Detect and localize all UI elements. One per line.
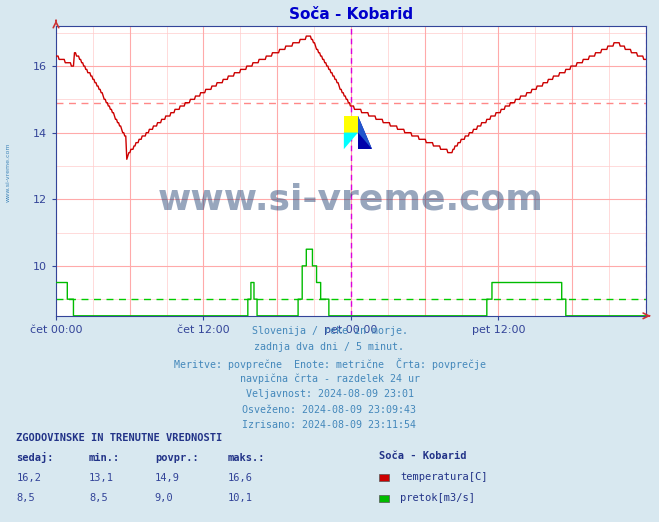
Text: Osveženo: 2024-08-09 23:09:43: Osveženo: 2024-08-09 23:09:43 [243, 405, 416, 414]
Bar [344, 116, 358, 133]
Text: 16,2: 16,2 [16, 473, 42, 483]
Text: Veljavnost: 2024-08-09 23:01: Veljavnost: 2024-08-09 23:01 [246, 389, 413, 399]
Text: Meritve: povprečne  Enote: metrične  Črta: povprečje: Meritve: povprečne Enote: metrične Črta:… [173, 358, 486, 370]
Text: 16,6: 16,6 [227, 473, 252, 483]
Polygon shape [344, 133, 358, 149]
Text: 14,9: 14,9 [155, 473, 180, 483]
Text: Soča - Kobarid: Soča - Kobarid [379, 451, 467, 461]
Text: min.:: min.: [89, 453, 120, 463]
Text: www.si-vreme.com: www.si-vreme.com [5, 143, 11, 202]
Polygon shape [358, 116, 372, 149]
Polygon shape [358, 116, 372, 149]
Text: 8,5: 8,5 [16, 493, 35, 503]
Text: maks.:: maks.: [227, 453, 265, 463]
Text: Slovenija / reke in morje.: Slovenija / reke in morje. [252, 326, 407, 336]
Title: Soča - Kobarid: Soča - Kobarid [289, 7, 413, 22]
Text: povpr.:: povpr.: [155, 453, 198, 463]
Text: Izrisano: 2024-08-09 23:11:54: Izrisano: 2024-08-09 23:11:54 [243, 420, 416, 430]
Text: 9,0: 9,0 [155, 493, 173, 503]
Text: temperatura[C]: temperatura[C] [400, 472, 488, 482]
Text: 10,1: 10,1 [227, 493, 252, 503]
Text: 13,1: 13,1 [89, 473, 114, 483]
Text: www.si-vreme.com: www.si-vreme.com [158, 183, 544, 217]
Text: zadnja dva dni / 5 minut.: zadnja dva dni / 5 minut. [254, 342, 405, 352]
Text: ZGODOVINSKE IN TRENUTNE VREDNOSTI: ZGODOVINSKE IN TRENUTNE VREDNOSTI [16, 433, 223, 443]
Text: 8,5: 8,5 [89, 493, 107, 503]
Text: navpična črta - razdelek 24 ur: navpična črta - razdelek 24 ur [239, 373, 420, 384]
Text: sedaj:: sedaj: [16, 452, 54, 463]
Text: pretok[m3/s]: pretok[m3/s] [400, 493, 475, 503]
